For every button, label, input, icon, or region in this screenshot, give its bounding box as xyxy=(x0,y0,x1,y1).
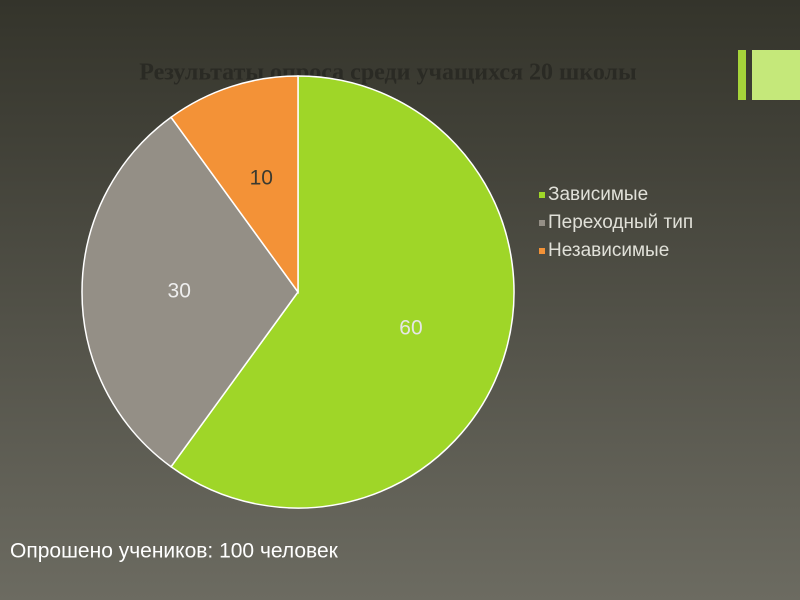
footer-note: Опрошено учеников: 100 человек xyxy=(10,540,339,563)
legend-swatch xyxy=(539,248,545,254)
chart-title: Результаты опроса среди учащихся 20 школ… xyxy=(139,60,637,86)
legend-label: Независимые xyxy=(548,240,669,261)
legend-swatch xyxy=(539,220,545,226)
legend-swatch xyxy=(539,192,545,198)
decor-bar xyxy=(738,50,746,100)
legend-label: Зависимые xyxy=(548,184,648,205)
legend: Зависимые Переходный тип Независимые xyxy=(539,184,693,261)
legend-label: Переходный тип xyxy=(548,212,693,233)
pie-slice xyxy=(169,75,515,509)
data-label: 10 xyxy=(250,167,273,190)
decor-block xyxy=(752,50,800,100)
pie: 60 30 10 xyxy=(81,75,515,509)
pie-slice xyxy=(169,75,299,295)
data-label: 30 xyxy=(168,280,191,303)
pie-slice xyxy=(81,116,299,468)
data-label: 60 xyxy=(399,316,422,339)
